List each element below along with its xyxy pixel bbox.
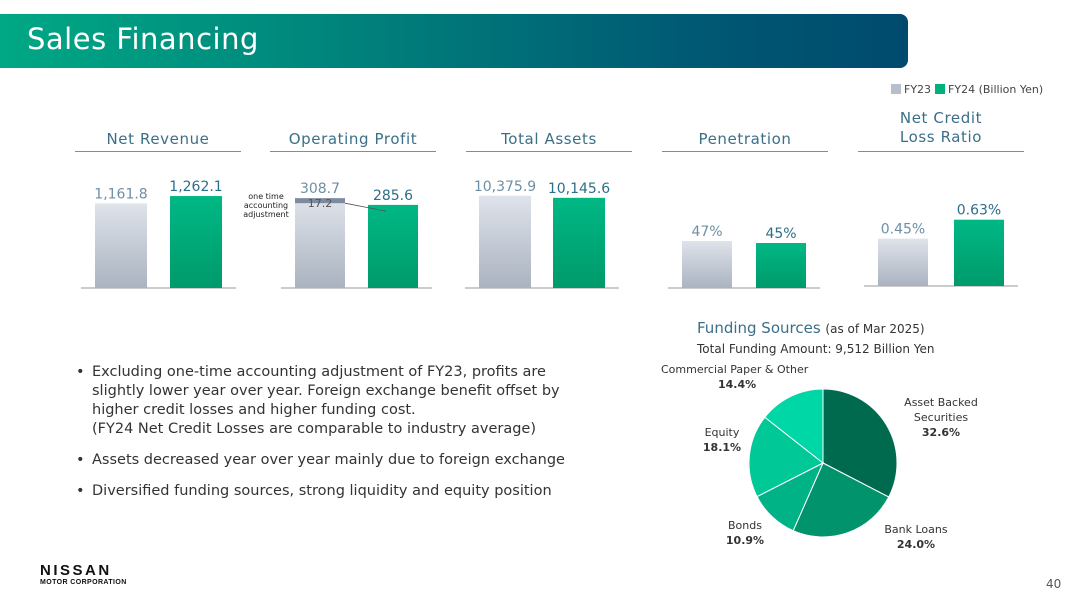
pie-label-equity-name: Equity [704,426,740,439]
title-rule-penetration [662,151,828,152]
pie-label-bank-pct: 24.0% [896,538,936,551]
bar-value-label: 45% [765,226,796,242]
one-time-adjustment-segment [295,198,345,204]
bar-value-label: 0.45% [881,222,925,238]
pie-label-abs: Asset Backed Securities 32.6% [896,395,986,440]
bullet-text: Assets decreased year over year mainly d… [92,452,565,468]
bar-total-assets-fy24 [553,197,605,288]
bar-penetration-fy23 [682,241,732,288]
adjustment-leader-line [344,202,387,212]
funding-sources-title: Funding Sources (as of Mar 2025) [697,319,925,337]
bar-value-label: 285.6 [373,188,413,204]
page-number: 40 [1046,577,1062,591]
bar-chart-operating-profit: 308.7 285.6 17.2 [281,181,432,289]
one-time-adjustment-label: one time accounting adjustment [241,192,291,219]
bar-penetration-fy24 [756,243,806,288]
title-rule-net-revenue [75,151,241,152]
legend-fy23-label: FY23 [904,83,932,96]
bar-net-revenue-fy24 [170,196,222,288]
bar-value-label: 10,375.9 [474,179,536,195]
bar-chart-total-assets: 10,375.9 10,145.6 [465,179,619,289]
pie-label-equity: Equity 18.1% [699,425,745,455]
bullet-list: Excluding one-time accounting adjustment… [74,363,594,513]
bar-chart-penetration: 47% 45% [668,224,820,289]
ncl-title-line2: Loss Ratio [899,128,983,146]
bar-value-label: 308.7 [300,181,340,197]
pie-slice-bank-loans [792,462,890,538]
title-rule-operating-profit [270,151,436,152]
pie-label-cp-name: Commercial Paper & Other [661,363,809,376]
bullet-text: Excluding one-time accounting adjustment… [92,364,560,418]
bar-operating-profit-fy23 [295,198,345,288]
bar-net-credit-loss-ratio-fy24 [954,219,1004,286]
bar-net-revenue-fy23 [95,203,147,288]
funding-title-text: Funding Sources [697,319,821,337]
ncl-title-line1: Net Credit [899,109,983,127]
adjustment-value-label: 17.2 [308,197,333,210]
funding-total: Total Funding Amount: 9,512 Billion Yen [697,342,935,356]
pie-label-bank: Bank Loans 24.0% [878,522,954,552]
pie-label-cp-pct: 14.4% [718,378,757,391]
legend-fy24-label: FY24 (Billion Yen) [948,83,1044,96]
bullet-item: Excluding one-time accounting adjustment… [74,363,594,439]
legend-fy24-swatch [935,84,946,94]
funding-asof: (as of Mar 2025) [825,322,925,336]
chart-title-penetration: Penetration [698,130,792,148]
pie-label-cp: Commercial Paper & Other 14.4% [661,362,808,392]
annotation-line1: one time [248,192,284,201]
pie-slice-asset-backed-securities [822,388,898,498]
pie-label-abs-pct: 32.6% [921,426,961,439]
nissan-logo: NISSAN MOTOR CORPORATION [40,562,127,587]
chart-title-total-assets: Total Assets [501,130,597,148]
pie-slice-commercial-paper-other [764,388,824,465]
logo-wordmark: NISSAN [40,562,112,579]
bar-chart-net-credit-loss-ratio: 0.45% 0.63% [864,203,1018,287]
pie-label-bank-name: Bank Loans [884,523,948,536]
annotation-line3: adjustment [243,210,289,219]
bar-operating-profit-fy24 [368,204,418,288]
bullet-item: Diversified funding sources, strong liqu… [74,482,594,501]
pie-slice-equity [748,416,824,498]
title-bar [0,14,908,68]
chart-title-net-revenue: Net Revenue [106,130,210,148]
page-title: Sales Financing [27,22,259,56]
bar-total-assets-fy23 [479,195,531,288]
pie-label-abs-name: Asset Backed Securities [904,396,978,424]
bullet-text: Diversified funding sources, strong liqu… [92,483,552,499]
pie-label-bonds: Bonds 10.9% [722,518,768,548]
bar-net-credit-loss-ratio-fy23 [878,238,928,286]
chart-title-net-credit-loss-ratio: Net Credit Loss Ratio [858,109,1024,147]
chart-title-operating-profit: Operating Profit [288,130,418,148]
bar-value-label: 47% [691,224,722,240]
bullet-text-sub: (FY24 Net Credit Losses are comparable t… [92,421,536,437]
bar-value-label: 10,145.6 [548,181,610,197]
bar-value-label: 0.63% [957,203,1001,219]
legend-fy23-swatch [891,84,901,94]
chart-legend: FY23 FY24 (Billion Yen) [891,83,1043,96]
title-rule-total-assets [466,151,632,152]
annotation-line2: accounting [243,201,289,210]
pie-label-bonds-pct: 10.9% [725,534,765,547]
bar-value-label: 1,161.8 [94,186,147,202]
pie-label-bonds-name: Bonds [728,519,762,532]
bar-value-label: 1,262.1 [169,179,222,195]
bar-chart-net-revenue: 1,161.8 1,262.1 [81,179,236,289]
title-rule-net-credit-loss-ratio [858,151,1024,152]
bullet-item: Assets decreased year over year mainly d… [74,451,594,470]
logo-subtitle: MOTOR CORPORATION [40,579,127,586]
pie-label-equity-pct: 18.1% [702,441,742,454]
